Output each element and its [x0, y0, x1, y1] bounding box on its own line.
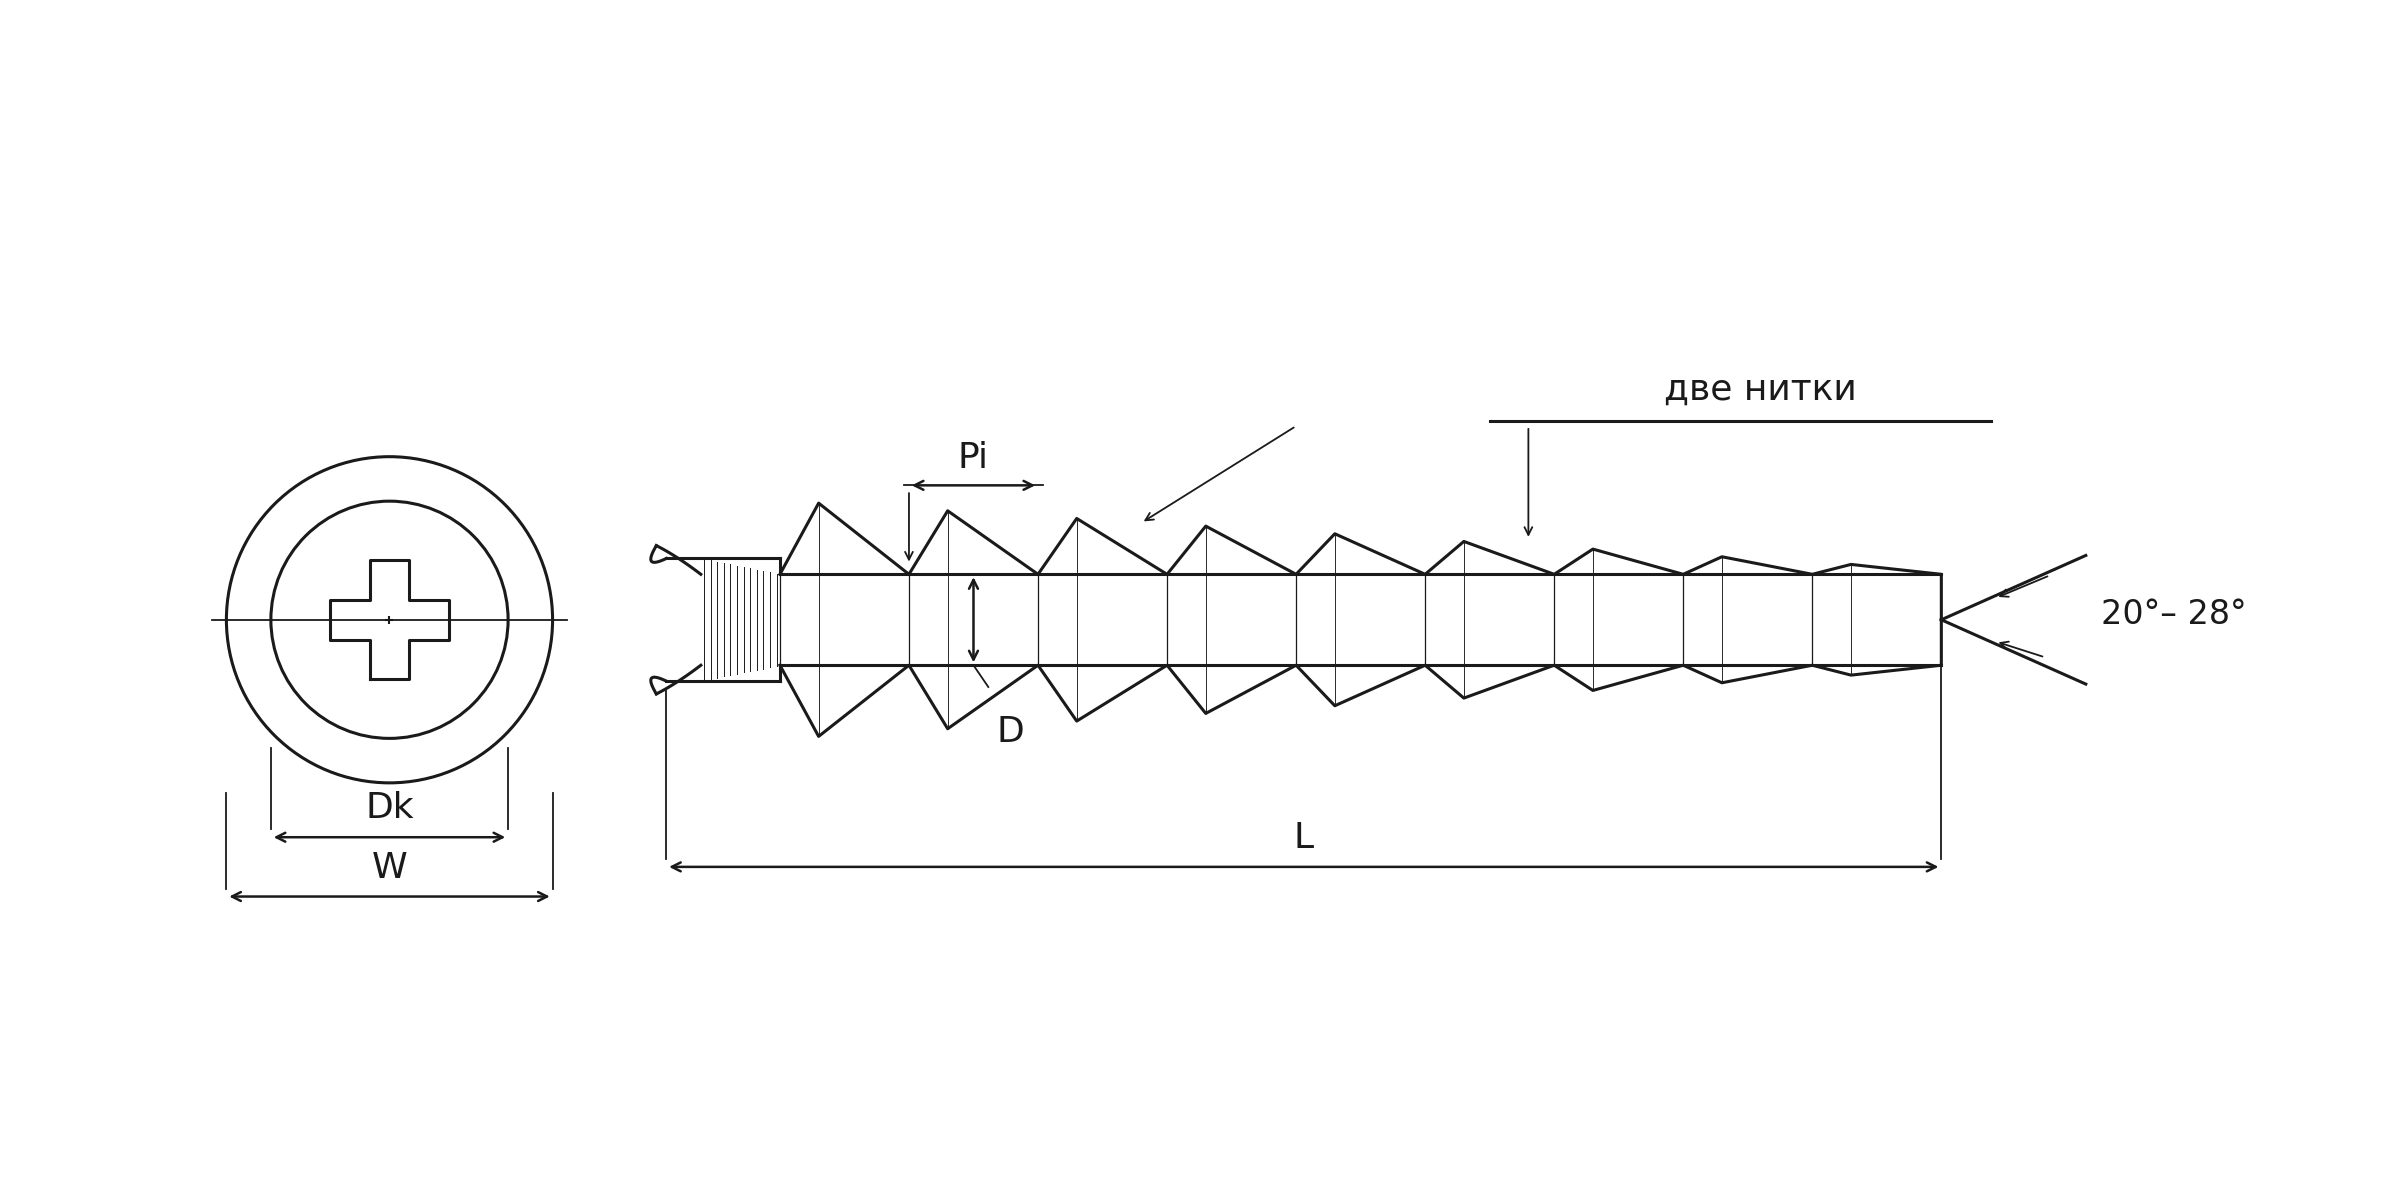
Text: 20°– 28°: 20°– 28°: [2100, 599, 2246, 631]
Text: D: D: [996, 715, 1025, 749]
Text: L: L: [1294, 821, 1313, 856]
Text: W: W: [372, 851, 408, 884]
Text: Pi: Pi: [958, 442, 989, 475]
Text: две нитки: две нитки: [1663, 372, 1855, 407]
Text: Dk: Dk: [365, 791, 413, 826]
